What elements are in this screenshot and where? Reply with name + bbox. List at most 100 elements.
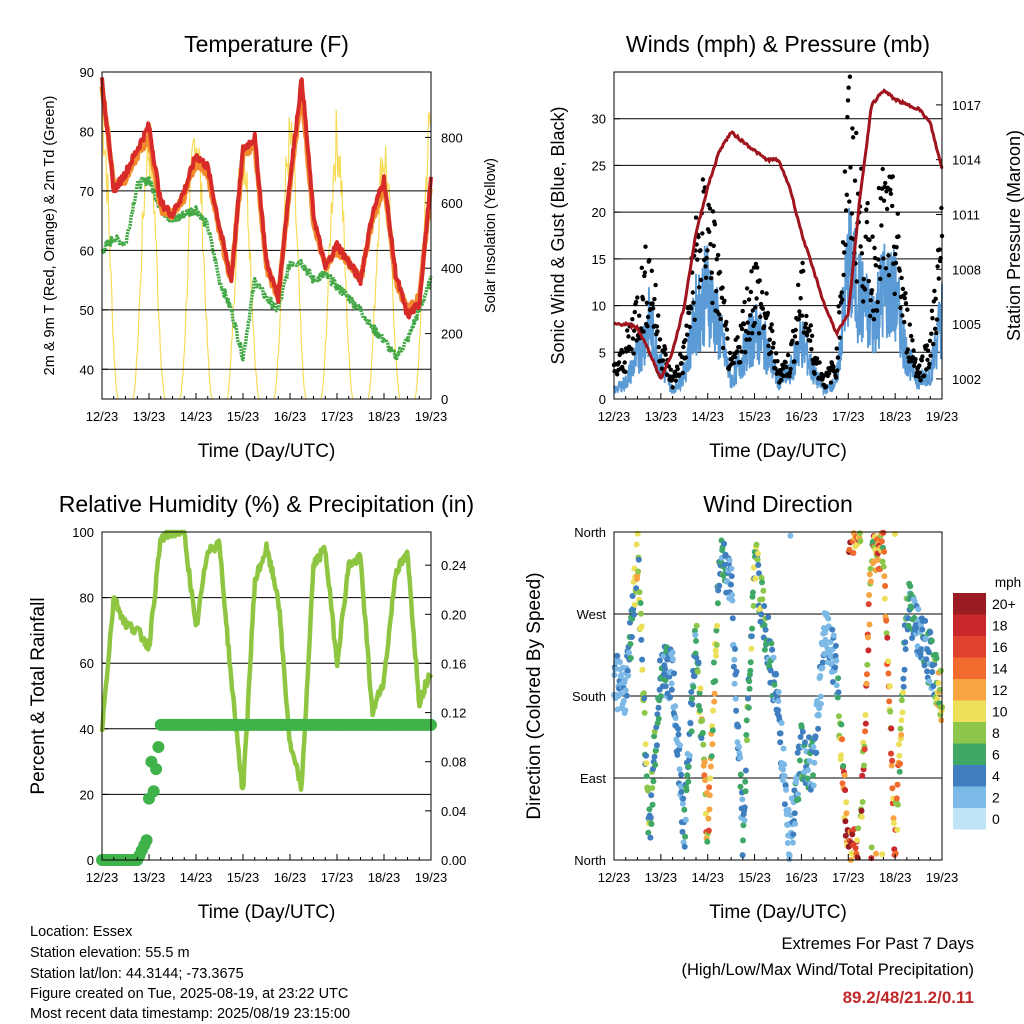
direction-point [873,850,879,857]
colorbar-swatch [953,808,986,830]
gust-point [734,349,740,354]
gust-point [926,365,931,370]
direction-point [698,735,705,741]
direction-point [832,652,839,659]
gust-point [801,268,806,274]
direction-point [902,646,909,653]
direction-point [868,844,875,851]
direction-point [689,695,695,702]
direction-point [926,678,933,685]
gust-point [765,310,771,316]
dewpoint-series [100,175,433,362]
gust-point [869,288,875,293]
gust-point [836,304,841,309]
gust-point [809,347,814,352]
gust-point [645,324,650,329]
direction-point [855,825,862,832]
gust-point [896,234,901,239]
direction-point [880,563,887,570]
gust-point [766,343,771,349]
gust-point [910,338,915,343]
gust-point [683,338,688,343]
direction-point [748,633,755,640]
gust-point [635,295,640,300]
direction-point [711,698,718,705]
direction-point [641,695,648,702]
direction-point [899,709,906,716]
precip-point [152,741,165,753]
gust-point [724,327,730,332]
direction-point [687,720,694,727]
gust-point [770,328,775,334]
direction-point [822,636,829,643]
chart-title: Temperature (F) [184,31,349,57]
direction-point [699,717,706,724]
gust-point [761,324,767,329]
gust-point [632,309,637,315]
direction-point [881,595,888,602]
direction-point [881,548,888,555]
direction-point [693,654,700,661]
y-tick-label: South [572,689,606,704]
direction-point [691,673,698,680]
direction-point [849,831,856,838]
gust-point [653,282,658,288]
y2-tick-label: 0.24 [441,558,466,573]
colorbar-label: 12 [992,682,1008,698]
colorbar-swatch [953,593,986,615]
direction-point [748,645,755,652]
direction-point [900,683,907,690]
solar-insolation-line [179,137,213,400]
direction-point [867,578,874,585]
direction-point [614,652,621,659]
x-tick-label: 16/23 [274,409,307,424]
gust-point [872,245,877,251]
direction-point [935,680,942,686]
gust-point [649,268,654,273]
direction-point [702,810,709,817]
direction-point [658,693,664,700]
gust-point [854,130,859,136]
solar-insolation-line [319,109,354,400]
direction-point [888,725,895,732]
direction-point [885,658,892,665]
x-tick-label: 18/23 [368,409,401,424]
direction-point [909,635,916,641]
gust-point [865,201,870,206]
direction-point [737,783,744,790]
y-tick-label: 5 [599,345,606,360]
direction-point [742,788,749,795]
gust-point [850,135,856,140]
direction-point [812,733,819,740]
gust-point [875,299,880,305]
direction-point [797,734,804,740]
gust-point [781,373,786,379]
direction-point [617,690,624,697]
direction-point [710,659,717,666]
gust-point [698,248,703,253]
y-tick-label: 20 [80,787,94,802]
direction-point [819,664,826,671]
direction-point [648,792,655,799]
gust-point [708,276,714,281]
gust-point [754,296,759,301]
gust-point [748,313,753,318]
gust-point [750,308,755,313]
direction-point [647,834,654,841]
gust-point [837,310,842,315]
y-tick-label: 10 [592,299,606,314]
direction-point [656,657,663,664]
gust-point [879,223,884,228]
gust-point [647,257,652,263]
gust-point [799,313,805,318]
colorbar-swatch [953,722,986,744]
gust-point [637,313,642,318]
solar-insolation-line [273,117,308,400]
plot-frame [101,531,432,861]
direction-point [707,763,714,770]
gust-point [914,370,919,375]
gust-point [929,308,935,313]
direction-point [841,772,848,779]
x-tick-label: 18/23 [879,409,912,424]
direction-point [640,690,647,697]
